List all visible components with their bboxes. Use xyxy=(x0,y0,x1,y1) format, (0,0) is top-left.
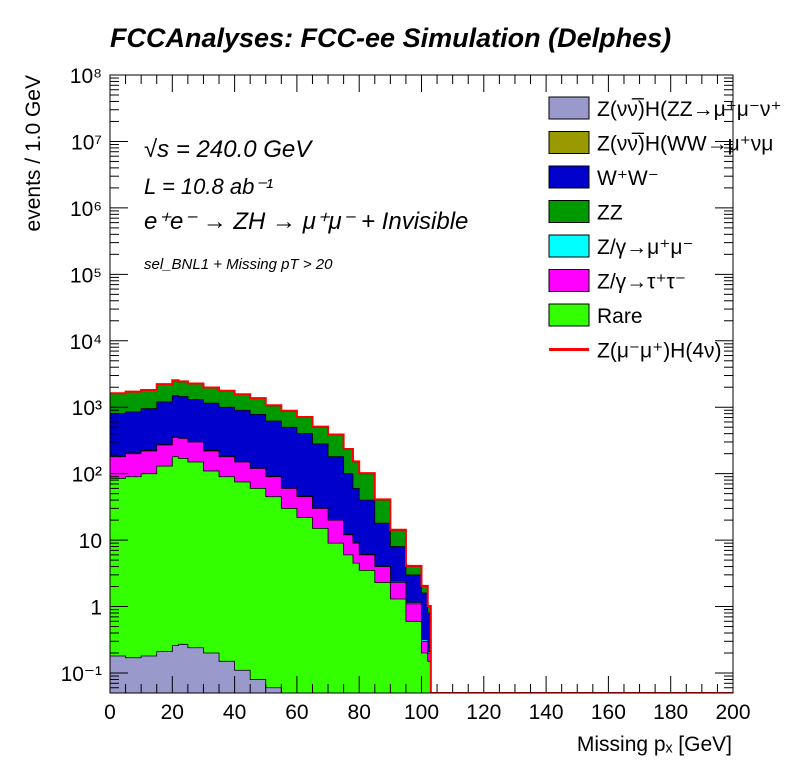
x-tick-label: 180 xyxy=(653,701,688,724)
legend-label-ZvvH_WW: Z(νν̅)H(WW→μ⁺νμ xyxy=(597,133,773,156)
y-tick-label: 10⁴ xyxy=(70,331,102,354)
legend-swatch-WW xyxy=(548,165,590,189)
legend-label-Ztautau: Z/γ→τ⁺τ⁻ xyxy=(597,271,686,294)
legend-label-ZZ: ZZ xyxy=(597,202,623,225)
x-tick-label: 80 xyxy=(348,701,371,724)
y-axis-title: events / 1.0 GeV xyxy=(22,75,45,231)
legend-swatch-Zmumu xyxy=(548,234,590,258)
signal-line xyxy=(110,379,733,693)
x-tick-label: 160 xyxy=(591,701,626,724)
x-tick-label: 20 xyxy=(161,701,184,724)
y-tick-label: 10⁷ xyxy=(71,131,102,154)
y-tick-label: 10² xyxy=(72,464,102,487)
y-tick-label: 10 xyxy=(79,530,102,553)
legend-swatch-Ztautau xyxy=(548,269,590,292)
stack-layer-ZvvH_ZZ xyxy=(110,643,434,693)
legend-label-Zmumu: Z/γ→μ⁺μ⁻ xyxy=(597,236,694,259)
legend-label-WW: W⁺W⁻ xyxy=(597,167,659,190)
x-axis: 0 20 40 60 80 100 120 140 160 180 200 xyxy=(104,75,751,724)
annotation-process: e⁺e⁻ → ZH → μ⁺μ⁻ + Invisible xyxy=(144,208,468,235)
y-tick-label: 10⁸ xyxy=(70,65,102,88)
x-tick-label: 140 xyxy=(529,701,564,724)
legend-swatch-ZvvH_WW xyxy=(548,131,590,154)
legend-swatch-ZZ xyxy=(548,200,590,223)
chart-title: FCCAnalyses: FCC-ee Simulation (Delphes) xyxy=(110,23,671,53)
annotation-selection: sel_BNL1 + Missing pT > 20 xyxy=(144,256,333,273)
y-tick-label: 10³ xyxy=(72,397,102,420)
legend-swatch-ZvvH_ZZ xyxy=(548,96,590,120)
x-tick-label: 120 xyxy=(466,701,501,724)
stack-layers xyxy=(110,380,434,693)
y-tick-label: 10⁻¹ xyxy=(61,663,102,686)
y-tick-label: 10⁶ xyxy=(70,198,102,221)
x-tick-label: 0 xyxy=(104,701,116,724)
signal-line-group xyxy=(110,379,733,693)
y-axis: 10⁻¹ 1 10 10² 10³ 10⁴ 10⁵ 10⁶ 10⁷ 10⁸ xyxy=(61,65,733,694)
y-tick-label: 1 xyxy=(90,597,102,620)
legend: Z(νν̅)H(ZZ→μ⁺μ⁻ν⁺ Z(νν̅)H(WW→μ⁺νμ W⁺W⁻ ZZ Z/… xyxy=(548,96,782,363)
x-tick-label: 100 xyxy=(404,701,439,724)
x-tick-label: 60 xyxy=(285,701,308,724)
stack-layer-Rare xyxy=(110,456,434,693)
legend-swatch-Rare xyxy=(548,303,590,327)
legend-label-Rare: Rare xyxy=(597,305,643,328)
annotation-lumi: L = 10.8 ab⁻¹ xyxy=(144,174,273,199)
legend-label-ZvvH_ZZ: Z(νν̅)H(ZZ→μ⁺μ⁻ν⁺ xyxy=(597,98,782,121)
x-axis-title: Missing pₓ [GeV] xyxy=(577,733,732,756)
x-tick-label: 200 xyxy=(715,701,750,724)
annotation-sqrt-s: √s = 240.0 GeV xyxy=(144,136,313,163)
legend-label-signal: Z(μ⁻μ⁺)H(4ν) xyxy=(597,340,722,363)
y-tick-label: 10⁵ xyxy=(70,264,102,287)
x-tick-label: 40 xyxy=(223,701,246,724)
